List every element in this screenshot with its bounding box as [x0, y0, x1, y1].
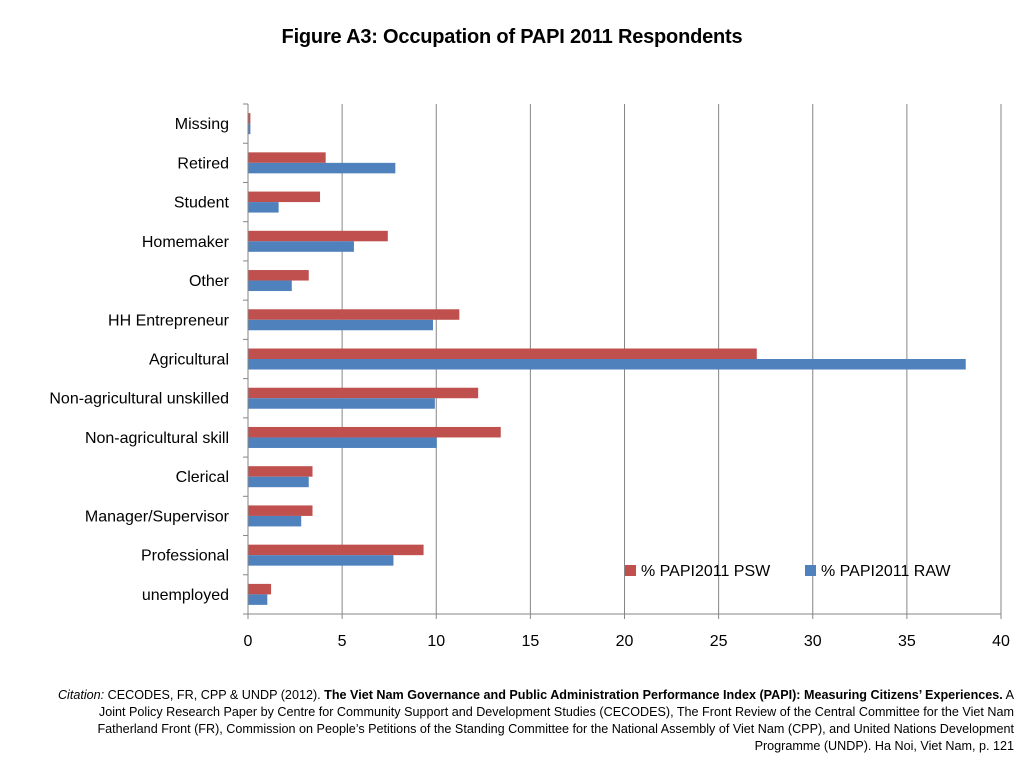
- bar-psw: [248, 544, 424, 556]
- x-tick-label: 0: [244, 633, 253, 650]
- bar-raw: [248, 162, 396, 174]
- x-tick-label: 35: [898, 633, 916, 650]
- bar-psw: [248, 387, 479, 399]
- bar-chart: Missing Retired Student Homemaker Other HH En…: [49, 103, 1010, 650]
- legend: % PAPI2011 PSW % PAPI2011 RAW: [625, 563, 951, 580]
- bar-raw: [248, 594, 268, 605]
- legend-label: % PAPI2011 PSW: [641, 563, 771, 580]
- bar-raw: [248, 123, 251, 135]
- bar-psw: [248, 466, 313, 477]
- bar-psw: [248, 348, 757, 359]
- x-tick-label: 25: [710, 633, 728, 650]
- bar-psw: [248, 583, 272, 595]
- citation-authors: CECODES, FR, CPP & UNDP (2012).: [107, 688, 321, 702]
- bar-psw: [248, 191, 321, 203]
- x-tick-label: 30: [804, 633, 822, 650]
- category-label: Non-agricultural skill: [85, 430, 229, 447]
- x-tick-label: 5: [338, 633, 347, 650]
- bar-raw: [248, 359, 966, 370]
- x-tick-label: 40: [992, 633, 1010, 650]
- bar-raw: [248, 202, 279, 213]
- category-label: Non-agricultural unskilled: [49, 391, 229, 408]
- bar-psw: [248, 230, 388, 242]
- chart-title: Figure A3: Occupation of PAPI 2011 Respo…: [281, 26, 743, 48]
- bar-raw: [248, 241, 354, 252]
- bar-psw: [248, 505, 313, 516]
- category-label: Professional: [141, 548, 229, 565]
- category-label: Retired: [177, 155, 229, 172]
- legend-swatch: [625, 565, 636, 576]
- category-label: Homemaker: [142, 234, 230, 251]
- bar-raw: [248, 398, 435, 409]
- x-tick-label: 20: [616, 633, 634, 650]
- category-label: unemployed: [142, 587, 229, 604]
- category-label: Missing: [175, 116, 229, 133]
- category-label: Manager/Supervisor: [85, 508, 230, 525]
- bar-psw: [248, 270, 309, 281]
- bar-raw: [248, 515, 302, 527]
- citation: Citation: CECODES, FR, CPP & UNDP (2012)…: [40, 687, 1014, 755]
- bar-psw: [248, 426, 501, 438]
- category-label: HH Entrepreneur: [108, 312, 230, 329]
- bar-psw: [248, 152, 326, 163]
- category-label: Clerical: [176, 469, 229, 486]
- x-tick-label: 10: [427, 633, 445, 650]
- category-label: Agricultural: [149, 352, 229, 369]
- citation-rest: A Joint Policy Research Paper by Centre …: [97, 688, 1014, 753]
- x-tick-labels: 0 5 10 15 20 25 30 35 40: [244, 633, 1010, 650]
- bar-raw: [248, 280, 292, 292]
- category-label: Student: [174, 195, 230, 212]
- citation-label: Citation:: [57, 688, 105, 702]
- bar-raw: [248, 476, 309, 488]
- legend-swatch: [805, 565, 816, 576]
- bar-raw: [248, 437, 437, 448]
- legend-label: % PAPI2011 RAW: [821, 563, 951, 580]
- x-tick-label: 15: [521, 633, 539, 650]
- bar-psw: [248, 309, 460, 320]
- citation-title: The Viet Nam Governance and Public Admin…: [324, 688, 1003, 702]
- bar-raw: [248, 319, 433, 331]
- axes: [243, 103, 1002, 619]
- category-label: Other: [189, 273, 230, 290]
- bar-psw: [248, 113, 251, 124]
- category-labels: Missing Retired Student Homemaker Other HH En…: [49, 116, 229, 604]
- bar-raw: [248, 555, 394, 566]
- bars: [248, 113, 966, 605]
